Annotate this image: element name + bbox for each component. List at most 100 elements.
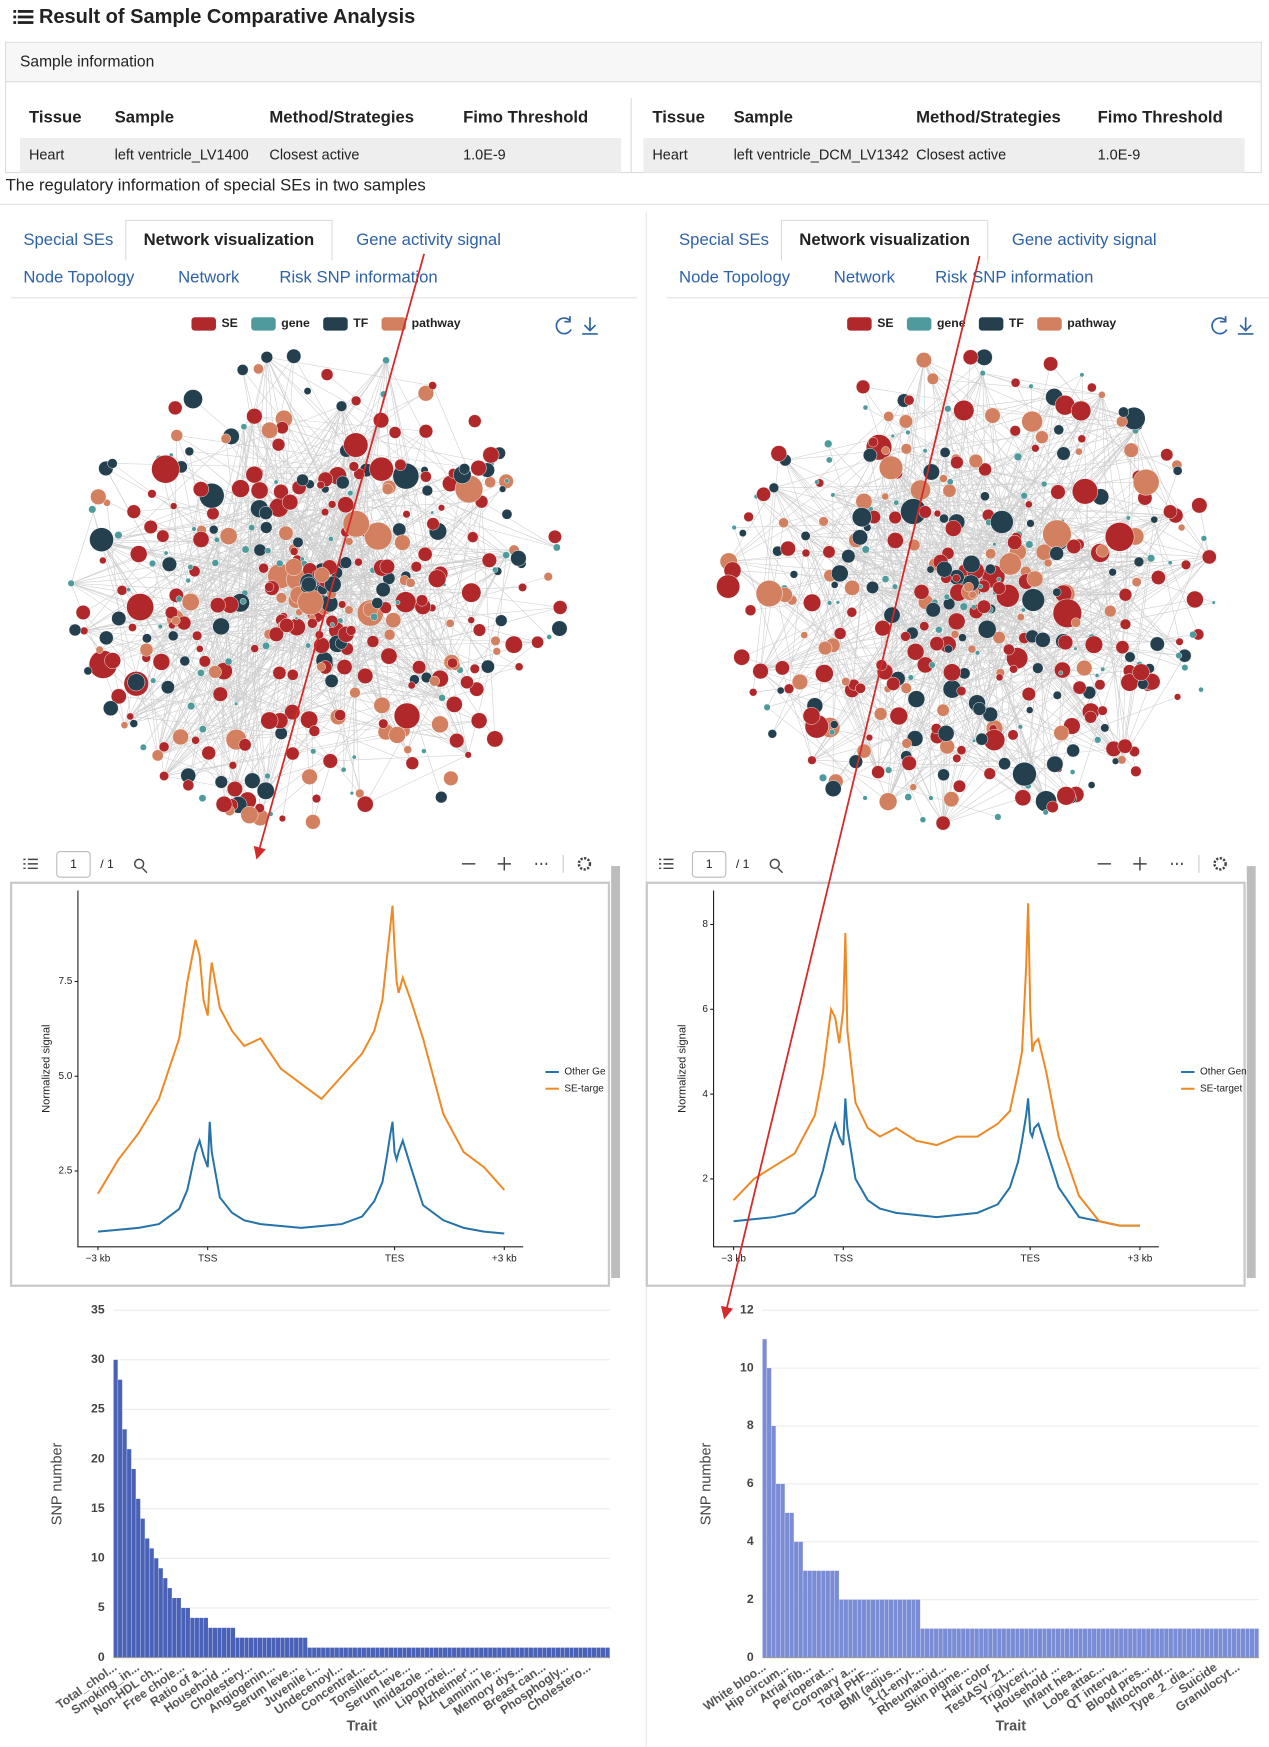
network-node [395,600,401,606]
network-node [271,438,286,452]
network-edge [908,399,1126,595]
settings-icon[interactable] [1213,857,1227,871]
network-node [1031,444,1040,453]
network-node [975,348,993,366]
tab[interactable]: Node Topology [679,268,791,287]
settings-icon[interactable] [577,857,592,871]
bar [906,1599,912,1658]
y-tick-label: 6 [747,1476,754,1490]
zoom-in-icon[interactable] [497,857,511,871]
network-edge [130,716,282,734]
download-icon[interactable] [1237,317,1254,335]
network-edge [982,372,1102,396]
network-node [855,682,866,694]
network-node [467,616,475,624]
refresh-icon[interactable] [555,316,572,335]
network-node [963,581,974,593]
network-node [300,710,319,729]
bar [812,1570,817,1658]
bar [307,1647,312,1658]
bar [1110,1628,1115,1658]
network-edge [424,470,490,561]
legend-label: SE-target [1200,1083,1242,1094]
network-edge [223,648,255,805]
download-icon[interactable] [582,317,598,335]
tab[interactable]: Gene activity signal [356,230,501,249]
network-node [926,565,935,574]
tab-active[interactable]: Network visualization [144,230,315,249]
outline-icon[interactable] [23,858,38,870]
network-node [366,635,380,648]
network-edge [811,558,1152,761]
bar [884,1599,889,1658]
bar [947,1628,952,1658]
legend-label: TF [1009,316,1024,330]
page-input[interactable] [691,851,727,878]
refresh-icon[interactable] [1211,316,1228,335]
network-node [303,387,312,395]
network-edge [223,670,398,736]
network-node [116,585,128,596]
tab-active[interactable]: Network visualization [799,230,970,249]
network-node [426,517,440,531]
network-node [1151,570,1166,585]
network-node [518,582,527,592]
network-node [1100,666,1106,672]
network-node [802,707,821,725]
network-node [484,476,496,489]
network-node [1043,558,1053,568]
network-node [1041,480,1048,488]
network-node [780,540,796,557]
network-node [212,617,230,636]
y-tick-label: 8 [747,1418,754,1432]
network-edge [1064,405,1129,519]
network-node [336,659,353,675]
search-icon[interactable] [769,858,784,874]
bar [893,1599,898,1658]
bar [1173,1628,1178,1658]
network-node [430,510,435,515]
tab[interactable]: Special SEs [23,230,113,249]
network-node [147,489,157,499]
zoom-in-icon[interactable] [1133,857,1147,871]
network-node [1070,400,1092,422]
network-node [1058,670,1064,676]
tab[interactable]: Network [834,268,896,287]
search-icon[interactable] [133,858,148,874]
network-edge [84,630,413,764]
network-edge [788,651,916,690]
bar [397,1647,403,1658]
tab[interactable]: Special SEs [679,230,769,249]
network-edge [71,583,255,649]
bar [1132,1628,1137,1658]
tab[interactable]: Gene activity signal [1012,230,1157,249]
network-node [992,581,1006,595]
tab[interactable]: Network [178,268,240,287]
bar [136,1498,141,1658]
network-node [968,453,983,469]
bar [501,1647,506,1658]
network-edge [124,606,423,726]
network-node [776,686,785,695]
network-node [256,781,275,800]
network-node [943,791,960,808]
network-node [219,527,238,545]
network-edge [345,450,489,667]
network-node [301,768,318,785]
bar [816,1570,821,1658]
bar [1222,1628,1228,1658]
outline-icon[interactable] [659,858,674,870]
bar [929,1628,934,1658]
network-node [268,626,284,642]
tab[interactable]: Node Topology [23,268,135,287]
page-input[interactable] [56,851,91,878]
network-edge [163,744,246,777]
tab[interactable]: Risk SNP information [279,268,437,287]
network-edge [258,368,400,530]
tab[interactable]: Risk SNP information [935,268,1093,287]
network-node [1147,554,1156,563]
network-node [375,582,391,598]
bar [393,1647,398,1658]
network-node [1032,662,1044,674]
bar [172,1598,177,1658]
